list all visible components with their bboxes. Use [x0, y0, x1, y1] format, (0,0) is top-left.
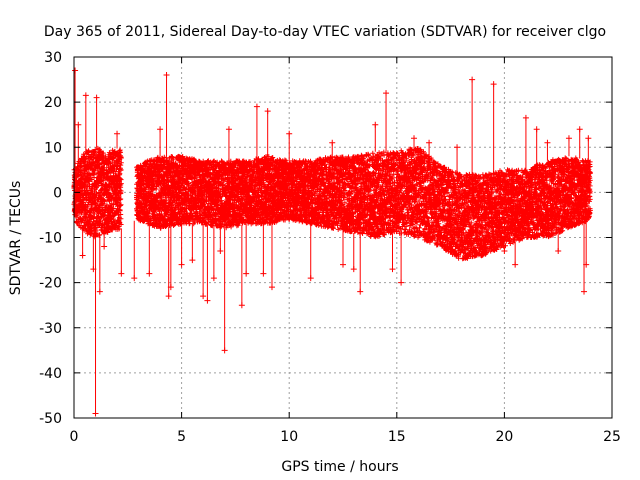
outlier-point [490, 81, 497, 88]
outlier-point [131, 275, 138, 282]
outlier-point [286, 130, 293, 137]
y-tick-label: -10 [39, 231, 62, 247]
outlier-point [253, 103, 260, 110]
outlier-point [357, 288, 364, 295]
outlier-point [488, 239, 495, 246]
outlier-point [118, 270, 125, 277]
x-tick-label: 10 [280, 429, 298, 445]
outlier-point [90, 266, 97, 273]
outlier-point [583, 261, 590, 268]
outlier-point [225, 126, 232, 133]
outlier-point [157, 126, 164, 133]
outlier-point [264, 108, 271, 115]
axis-ticks [73, 56, 613, 419]
outlier-point [555, 248, 562, 255]
outlier-point [512, 261, 519, 268]
y-tick-label: -50 [39, 411, 62, 427]
x-tick-label: 5 [177, 429, 186, 445]
outlier-point [92, 410, 99, 417]
chart-title: Day 365 of 2011, Sidereal Day-to-day VTE… [44, 24, 606, 40]
outlier-point [426, 139, 433, 146]
outlier-point [189, 257, 196, 264]
outlier-point [101, 243, 108, 250]
outlier-point [522, 114, 529, 121]
outlier-point [79, 252, 86, 259]
outlier-point [469, 76, 476, 83]
outlier-point [243, 270, 250, 277]
outlier-point [165, 293, 172, 300]
outlier-point [204, 297, 211, 304]
outlier-point [565, 135, 572, 142]
outlier-point [576, 126, 583, 133]
outlier-point [372, 121, 379, 128]
outlier-point [200, 293, 207, 300]
outlier-point [533, 126, 540, 133]
outlier-point [114, 130, 121, 137]
x-tick-label: 25 [603, 429, 621, 445]
outlier-point [163, 72, 170, 79]
outlier-point [82, 92, 89, 99]
outlier-point [581, 288, 588, 295]
outlier-point [146, 270, 153, 277]
x-tick-label: 20 [495, 429, 513, 445]
outlier-point [340, 261, 346, 268]
y-tick-label: -20 [39, 276, 62, 292]
outlier-point [167, 284, 174, 291]
outlier-point [544, 139, 551, 146]
outlier-point [268, 284, 275, 291]
outlier-point [307, 275, 314, 282]
outlier-point [96, 288, 103, 295]
outlier-point [329, 139, 336, 146]
outlier-point [75, 121, 82, 128]
outlier-point [178, 261, 185, 268]
y-tick-label: -40 [39, 366, 62, 382]
outlier-point [72, 67, 79, 74]
y-axis-label: SDTVAR / TECUs [8, 181, 24, 296]
y-tick-label: 10 [44, 140, 62, 156]
outlier-point [238, 302, 245, 309]
tick-labels: 0 5 10 15 20 25 -50 -40 -30 -20 -10 0 10 20 30 [39, 50, 621, 445]
outlier-point [398, 279, 405, 286]
outlier-point [221, 347, 228, 354]
data-points [71, 67, 593, 417]
outlier-point [383, 90, 390, 97]
outlier-point [411, 135, 418, 142]
outlier-point [260, 270, 267, 277]
outlier-point [389, 266, 396, 273]
x-axis-label: GPS time / hours [281, 459, 398, 475]
outlier-point [441, 243, 448, 250]
y-tick-label: 20 [44, 95, 62, 111]
outlier-point [93, 94, 100, 101]
outlier-point [217, 248, 224, 255]
y-tick-label: -30 [39, 321, 62, 337]
y-tick-label: 0 [53, 185, 62, 201]
outlier-point [585, 135, 592, 142]
outlier-point [454, 144, 461, 151]
x-tick-label: 15 [388, 429, 406, 445]
y-tick-label: 30 [44, 50, 62, 66]
outlier-point [210, 275, 217, 282]
outlier-point [494, 234, 501, 241]
x-tick-label: 0 [70, 429, 79, 445]
outlier-point [501, 248, 508, 255]
outlier-point [350, 266, 357, 273]
